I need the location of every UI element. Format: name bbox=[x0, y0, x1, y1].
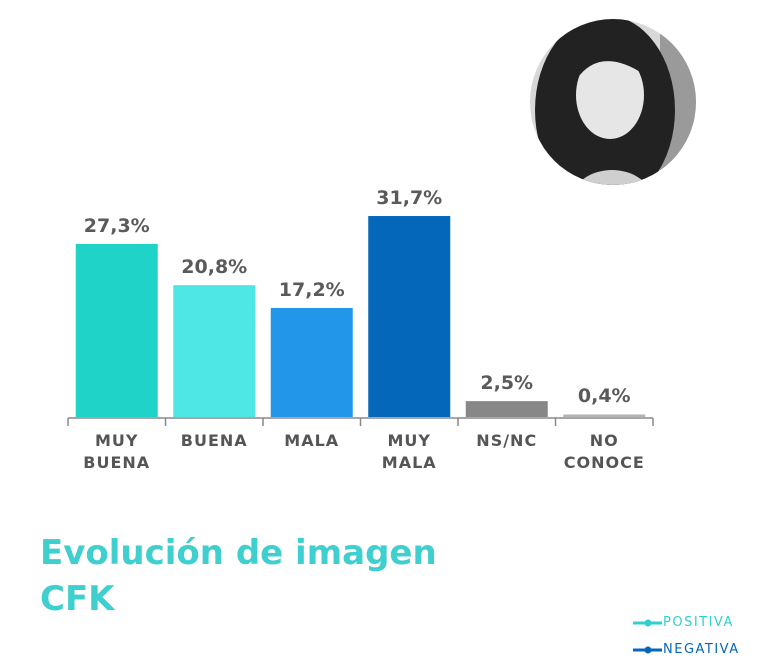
value-label: 17,2% bbox=[278, 278, 345, 301]
x-tick-label: BUENA bbox=[180, 431, 248, 450]
x-tick-label: MUY MALA bbox=[381, 431, 437, 472]
legend-dot bbox=[644, 646, 652, 654]
value-label: 27,3% bbox=[83, 214, 150, 237]
x-tick-label: MUY BUENA bbox=[83, 431, 151, 472]
x-tick-label: NS/NC bbox=[476, 431, 538, 450]
bar bbox=[173, 285, 256, 417]
portrait bbox=[530, 19, 696, 185]
value-label: 20,8% bbox=[181, 256, 248, 279]
value-label: 31,7% bbox=[376, 187, 443, 210]
value-label: 0,4% bbox=[577, 385, 631, 408]
bar bbox=[270, 307, 353, 417]
bar bbox=[368, 216, 451, 417]
legend-dot bbox=[644, 619, 652, 627]
bar bbox=[75, 243, 158, 417]
bar bbox=[465, 401, 548, 417]
chart-title: Evolución de imagen CFK bbox=[40, 533, 437, 619]
legend-label: NEGATIVA bbox=[663, 642, 740, 657]
x-tick-label: MALA bbox=[284, 431, 340, 450]
bar bbox=[563, 414, 646, 417]
legend-label: POSITIVA bbox=[663, 615, 734, 630]
x-tick-label: NO CONOCE bbox=[563, 431, 645, 472]
value-label: 2,5% bbox=[480, 372, 534, 395]
